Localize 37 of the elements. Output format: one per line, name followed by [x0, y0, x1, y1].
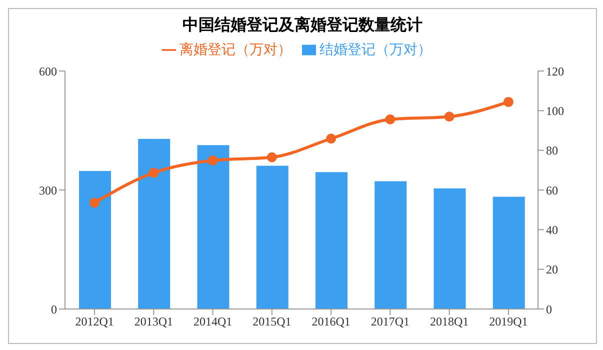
point: [444, 112, 454, 122]
y2-tick-label: 120: [546, 64, 564, 78]
x-tick-label: 2012Q1: [75, 314, 114, 329]
y2-tick-label: 80: [546, 144, 558, 158]
bar: [197, 145, 230, 309]
point: [90, 198, 100, 208]
point: [148, 168, 159, 178]
y-tick-label: 0: [51, 302, 57, 316]
x-tick-label: 2019Q1: [489, 314, 528, 329]
bar: [256, 166, 288, 309]
point: [503, 96, 514, 107]
bar: [374, 181, 407, 309]
bar: [138, 138, 170, 309]
y2-tick-label: 100: [546, 104, 564, 118]
legend-label: 结婚登记（万对）: [320, 42, 432, 58]
point: [385, 114, 396, 124]
point: [326, 134, 336, 144]
y-tick-label: 600: [39, 64, 57, 78]
x-tick-label: 2013Q1: [134, 314, 174, 329]
bar: [316, 172, 348, 309]
point: [266, 152, 277, 162]
y2-tick-label: 60: [546, 183, 558, 198]
x-tick-label: 2018Q1: [430, 314, 469, 329]
x-tick-label: 2016Q1: [312, 314, 350, 329]
x-tick-label: 2015Q1: [252, 314, 292, 329]
legend-label: 离婚登记（万对）: [180, 42, 292, 58]
bar: [79, 170, 111, 309]
bar: [492, 196, 525, 309]
x-tick-label: 2017Q1: [370, 314, 410, 329]
x-tick-label: 2014Q1: [193, 314, 232, 329]
y-tick-label: 300: [39, 183, 57, 198]
point: [208, 155, 218, 166]
bar: [434, 188, 466, 309]
chart-title: 中国结婚登记及离婚登记数量统计: [182, 15, 424, 36]
y2-tick-label: 20: [546, 262, 558, 277]
y2-tick-label: 40: [546, 222, 558, 237]
y2-tick-label: 0: [546, 302, 552, 316]
